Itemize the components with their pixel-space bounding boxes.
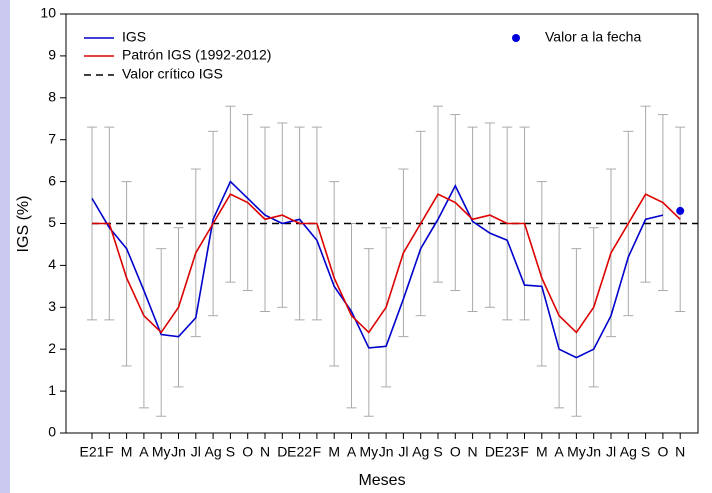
side-strip bbox=[0, 0, 10, 493]
y-tick-label: 0 bbox=[48, 424, 56, 440]
series-line bbox=[91, 180, 664, 359]
x-tick-label: My bbox=[567, 444, 586, 460]
x-tick-label: N bbox=[675, 444, 685, 460]
x-tick-label: F bbox=[520, 444, 529, 460]
x-tick-label: My bbox=[359, 444, 378, 460]
x-axis-label: Meses bbox=[358, 472, 405, 489]
x-tick-label: O bbox=[242, 444, 253, 460]
x-tick-label: M bbox=[121, 444, 133, 460]
legend-label: Valor crítico IGS bbox=[122, 66, 223, 82]
x-tick-label: Jn bbox=[586, 444, 601, 460]
y-tick-label: 4 bbox=[48, 256, 56, 272]
x-tick-label: O bbox=[450, 444, 461, 460]
x-tick-label: N bbox=[468, 444, 478, 460]
x-tick-label: E21 bbox=[80, 444, 105, 460]
x-tick-label: My bbox=[152, 444, 171, 460]
x-tick-label: E22 bbox=[287, 444, 312, 460]
y-tick-label: 10 bbox=[40, 5, 56, 21]
x-tick-label: D bbox=[485, 444, 495, 460]
y-tick-label: 5 bbox=[48, 214, 56, 230]
x-tick-label: Jn bbox=[171, 444, 186, 460]
x-tick-label: A bbox=[139, 444, 149, 460]
legend-label: Valor a la fecha bbox=[545, 29, 641, 45]
x-tick-label: S bbox=[226, 444, 235, 460]
x-tick-label: Ag bbox=[620, 444, 637, 460]
x-tick-label: S bbox=[641, 444, 650, 460]
x-tick-label: F bbox=[105, 444, 114, 460]
y-axis-label: IGS (%) bbox=[15, 196, 32, 253]
x-tick-label: Ag bbox=[205, 444, 222, 460]
x-tick-label: Jn bbox=[379, 444, 394, 460]
x-tick-label: A bbox=[554, 444, 564, 460]
y-tick-label: 6 bbox=[48, 172, 56, 188]
x-tick-label: M bbox=[328, 444, 340, 460]
legend-label: Patrón IGS (1992-2012) bbox=[122, 47, 271, 63]
y-tick-label: 1 bbox=[48, 382, 56, 398]
series-line bbox=[92, 193, 681, 334]
x-tick-label: N bbox=[260, 444, 270, 460]
x-tick-label: S bbox=[433, 444, 442, 460]
x-tick-label: M bbox=[536, 444, 548, 460]
x-tick-label: Jl bbox=[398, 444, 408, 460]
y-tick-label: 9 bbox=[48, 47, 56, 63]
legend-swatch bbox=[512, 34, 520, 42]
y-tick-label: 7 bbox=[48, 130, 56, 146]
x-tick-label: E23 bbox=[495, 444, 520, 460]
x-tick-label: D bbox=[277, 444, 287, 460]
y-tick-label: 3 bbox=[48, 298, 56, 314]
x-tick-label: A bbox=[347, 444, 357, 460]
y-tick-label: 8 bbox=[48, 89, 56, 105]
y-tick-label: 2 bbox=[48, 340, 56, 356]
x-tick-label: O bbox=[657, 444, 668, 460]
series-marker bbox=[676, 206, 685, 215]
x-tick-label: Jl bbox=[606, 444, 616, 460]
legend-label: IGS bbox=[122, 29, 146, 45]
x-tick-label: F bbox=[313, 444, 322, 460]
x-tick-label: Jl bbox=[191, 444, 201, 460]
x-tick-label: Ag bbox=[412, 444, 429, 460]
